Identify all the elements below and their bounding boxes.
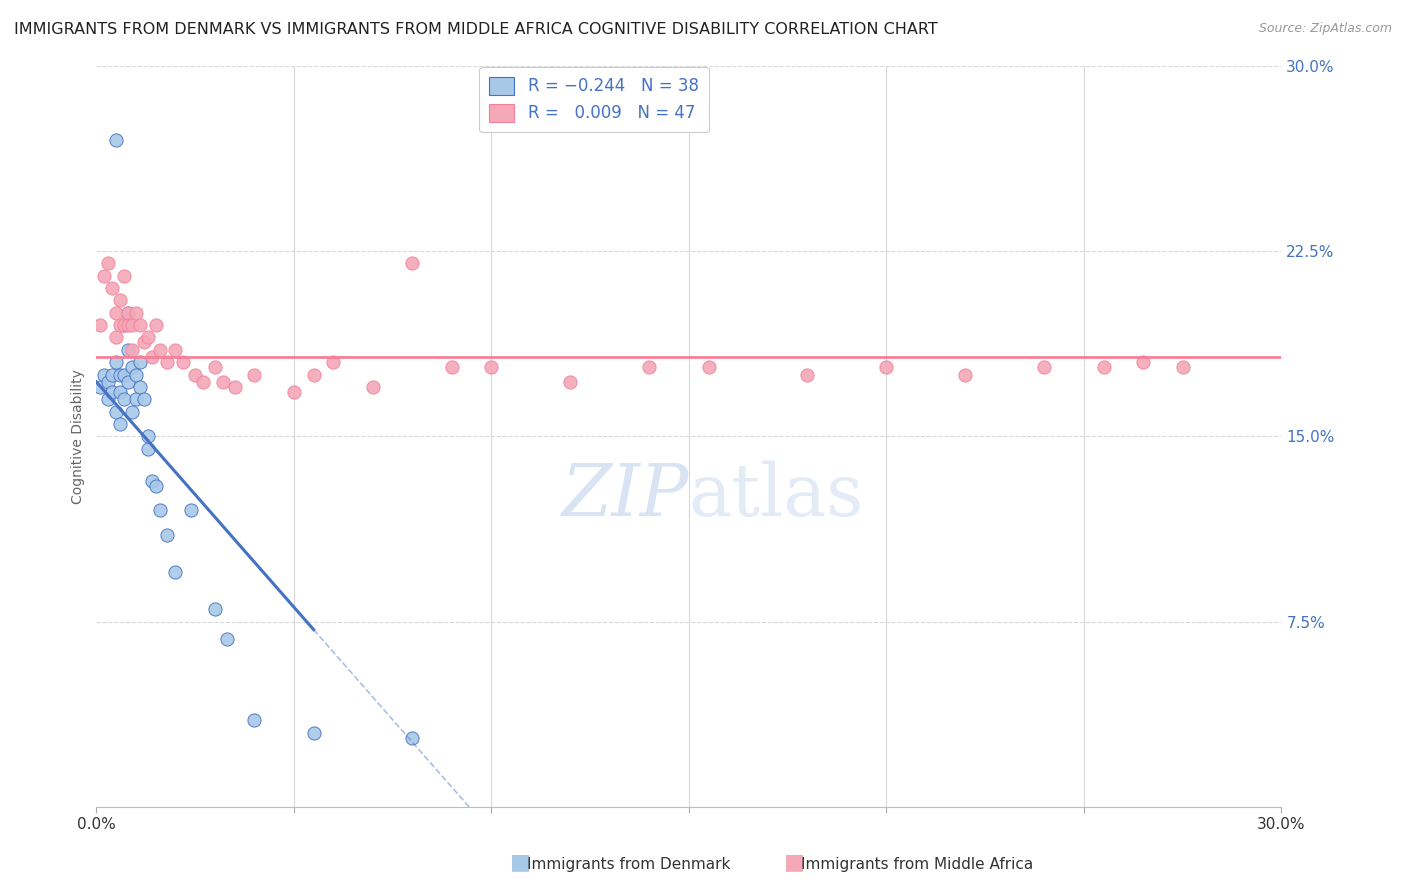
Point <box>117 306 139 320</box>
Point <box>145 479 167 493</box>
Point <box>132 335 155 350</box>
Point <box>112 318 135 332</box>
Point <box>128 355 150 369</box>
Point <box>101 281 124 295</box>
Point <box>101 384 124 399</box>
Text: ■: ■ <box>510 853 530 872</box>
Point <box>117 318 139 332</box>
Point <box>1171 360 1194 375</box>
Point <box>401 256 423 270</box>
Point <box>243 368 266 382</box>
Point <box>117 375 139 389</box>
Point <box>105 330 128 344</box>
Text: ■: ■ <box>785 853 804 872</box>
Point <box>180 503 202 517</box>
Point <box>1033 360 1056 375</box>
Point <box>440 360 463 375</box>
Point <box>145 318 167 332</box>
Point <box>105 306 128 320</box>
Point <box>121 343 143 357</box>
Point <box>1132 355 1154 369</box>
Point <box>93 368 115 382</box>
Point <box>184 368 207 382</box>
Point <box>101 368 124 382</box>
Point <box>361 380 384 394</box>
Point <box>108 384 131 399</box>
Point <box>243 714 266 728</box>
Point <box>141 350 163 364</box>
Point <box>97 392 120 407</box>
Point <box>204 360 226 375</box>
Point <box>108 417 131 431</box>
Point <box>89 318 111 332</box>
Point <box>191 375 214 389</box>
Point <box>112 318 135 332</box>
Point <box>215 632 238 646</box>
Point <box>697 360 720 375</box>
Legend: R = −0.244   N = 38, R =   0.009   N = 47: R = −0.244 N = 38, R = 0.009 N = 47 <box>479 67 709 132</box>
Point <box>105 404 128 418</box>
Point <box>165 343 187 357</box>
Point <box>108 368 131 382</box>
Point <box>105 355 128 369</box>
Point <box>302 726 325 740</box>
Text: IMMIGRANTS FROM DENMARK VS IMMIGRANTS FROM MIDDLE AFRICA COGNITIVE DISABILITY CO: IMMIGRANTS FROM DENMARK VS IMMIGRANTS FR… <box>14 22 938 37</box>
Point <box>136 442 159 456</box>
Point <box>108 293 131 308</box>
Point <box>172 355 194 369</box>
Point <box>97 375 120 389</box>
Text: ZIP: ZIP <box>561 460 689 531</box>
Point <box>322 355 344 369</box>
Point <box>136 330 159 344</box>
Point <box>955 368 977 382</box>
Point <box>165 565 187 579</box>
Point <box>479 360 502 375</box>
Point <box>141 474 163 488</box>
Point <box>128 380 150 394</box>
Point <box>156 355 179 369</box>
Point <box>875 360 897 375</box>
Point <box>132 392 155 407</box>
Point <box>302 368 325 382</box>
Point <box>117 306 139 320</box>
Point <box>211 375 233 389</box>
Text: Source: ZipAtlas.com: Source: ZipAtlas.com <box>1258 22 1392 36</box>
Point <box>125 368 148 382</box>
Point <box>204 602 226 616</box>
Point <box>401 731 423 745</box>
Point <box>128 318 150 332</box>
Text: Immigrants from Middle Africa: Immigrants from Middle Africa <box>801 857 1033 872</box>
Point <box>121 360 143 375</box>
Point <box>97 256 120 270</box>
Point <box>93 268 115 283</box>
Point <box>283 384 305 399</box>
Point <box>125 306 148 320</box>
Point <box>112 392 135 407</box>
Point <box>125 392 148 407</box>
Point <box>136 429 159 443</box>
Point <box>105 133 128 147</box>
Point <box>1092 360 1115 375</box>
Point <box>224 380 246 394</box>
Point <box>112 268 135 283</box>
Point <box>117 343 139 357</box>
Point <box>560 375 582 389</box>
Point <box>89 380 111 394</box>
Point <box>121 404 143 418</box>
Point <box>121 318 143 332</box>
Text: Immigrants from Denmark: Immigrants from Denmark <box>527 857 731 872</box>
Point <box>796 368 818 382</box>
Point <box>108 318 131 332</box>
Point <box>156 528 179 542</box>
Y-axis label: Cognitive Disability: Cognitive Disability <box>72 369 86 504</box>
Point <box>148 503 170 517</box>
Point <box>148 343 170 357</box>
Point <box>638 360 661 375</box>
Point <box>112 368 135 382</box>
Text: atlas: atlas <box>689 460 865 531</box>
